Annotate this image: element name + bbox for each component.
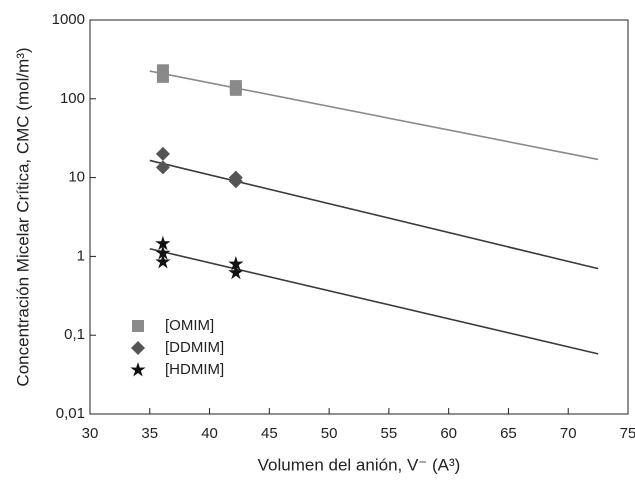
y-tick-label: 0,01 <box>56 405 85 422</box>
y-tick-label: 1 <box>77 247 85 264</box>
y-axis-label: Concentración Micelar Crítica, CMC (mol/… <box>13 47 32 386</box>
point <box>228 174 243 189</box>
legend-label: [OMIM] <box>165 317 214 334</box>
legend-marker <box>131 341 145 355</box>
point <box>156 70 169 83</box>
x-tick-label: 65 <box>500 425 517 442</box>
legend-marker <box>132 320 144 332</box>
fit-line <box>149 247 599 355</box>
x-tick-label: 75 <box>620 425 635 442</box>
x-tick-label: 40 <box>201 425 218 442</box>
point <box>155 245 171 260</box>
y-tick-label: 1000 <box>52 11 85 28</box>
legend-label: [HDMIM] <box>165 361 224 378</box>
x-tick-label: 70 <box>560 425 577 442</box>
x-tick-label: 55 <box>381 425 398 442</box>
point <box>155 146 170 161</box>
fit-line <box>149 159 599 270</box>
x-tick-label: 50 <box>321 425 338 442</box>
point <box>155 235 171 251</box>
point <box>228 264 244 280</box>
y-tick-label: 100 <box>60 90 85 107</box>
y-tick-label: 0,1 <box>64 326 85 343</box>
x-tick-label: 45 <box>261 425 278 442</box>
x-axis-label: Volumen del anión, V⁻ (A³) <box>258 455 461 474</box>
point <box>229 83 242 96</box>
legend-marker <box>130 362 146 377</box>
point <box>155 160 170 175</box>
plot-frame <box>89 19 629 415</box>
legend-label: [DDMIM] <box>165 339 224 356</box>
point <box>228 256 244 271</box>
y-tick-label: 10 <box>68 169 85 186</box>
fit-line <box>149 70 599 161</box>
x-tick-label: 60 <box>440 425 457 442</box>
x-tick-label: 35 <box>141 425 158 442</box>
point <box>155 254 171 269</box>
x-tick-label: 30 <box>82 425 99 442</box>
